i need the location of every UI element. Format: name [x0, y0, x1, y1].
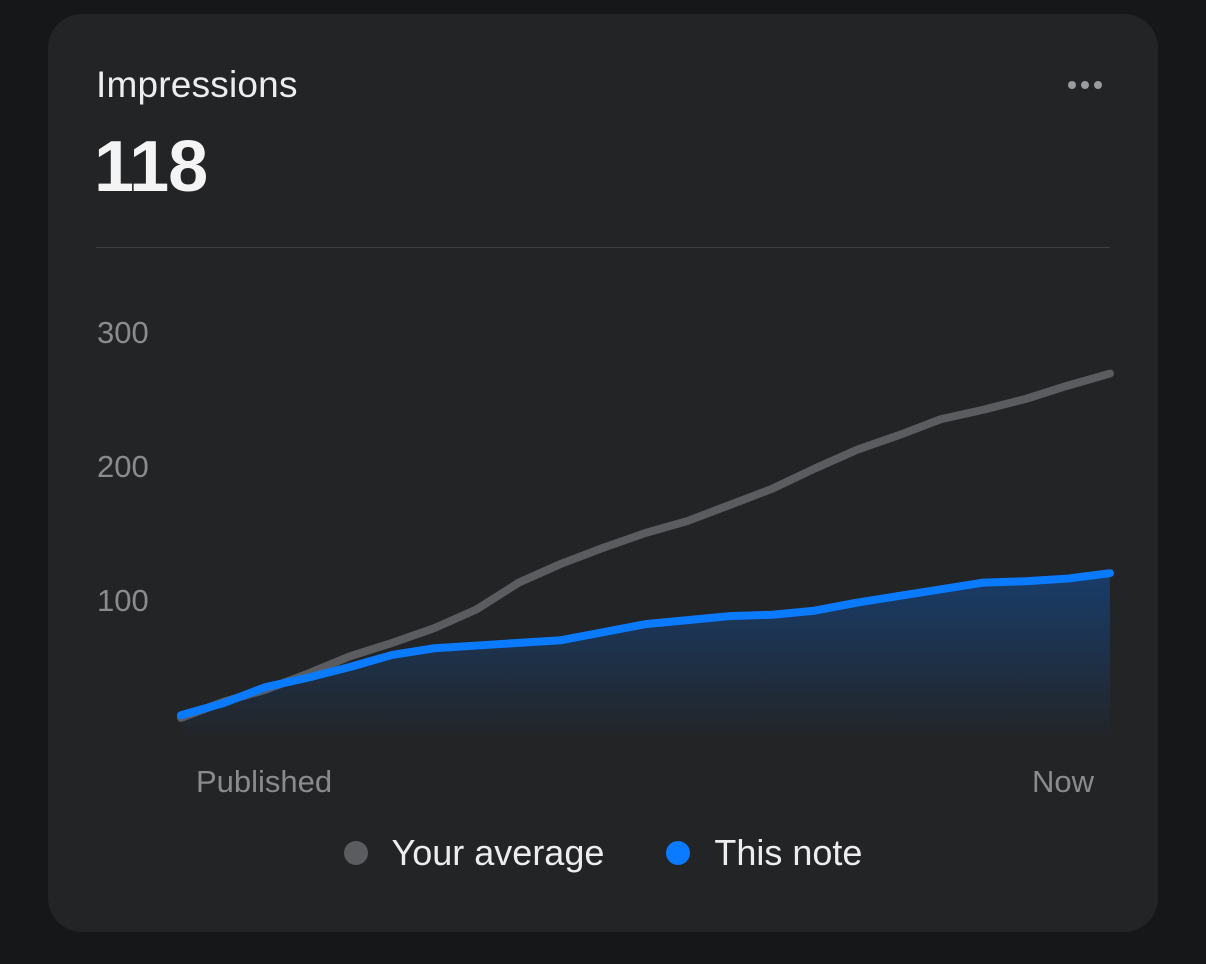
impressions-card: Impressions 118 100 200 300 Published Now … — [48, 14, 1158, 932]
x-axis-label-start: Published — [196, 764, 332, 799]
more-horizontal-icon-dot — [1094, 81, 1102, 89]
chart-legend: Your average This note — [48, 832, 1158, 874]
x-axis-label-end: Now — [1032, 764, 1095, 799]
legend-dot-note — [666, 841, 691, 865]
legend-item-note: This note — [666, 832, 862, 874]
legend-label-note: This note — [714, 832, 863, 873]
legend-dot-average — [343, 841, 368, 865]
header-divider — [96, 247, 1110, 248]
card-title: Impressions — [96, 64, 298, 105]
legend-item-average: Your average — [343, 832, 605, 874]
y-tick-label: 200 — [97, 449, 149, 484]
series-area-this-note — [181, 573, 1110, 734]
series-line-your-average — [177, 369, 1114, 722]
y-tick-label: 100 — [97, 583, 149, 618]
more-horizontal-icon — [1068, 81, 1076, 89]
legend-label-average: Your average — [391, 832, 605, 873]
series-line-this-note — [177, 569, 1114, 720]
more-options-button[interactable] — [1058, 70, 1112, 100]
more-horizontal-icon-dot — [1081, 81, 1089, 89]
impressions-line-chart: 100 200 300 Published Now — [97, 315, 1114, 799]
impressions-count: 118 — [94, 127, 208, 207]
y-tick-label: 300 — [97, 315, 149, 350]
